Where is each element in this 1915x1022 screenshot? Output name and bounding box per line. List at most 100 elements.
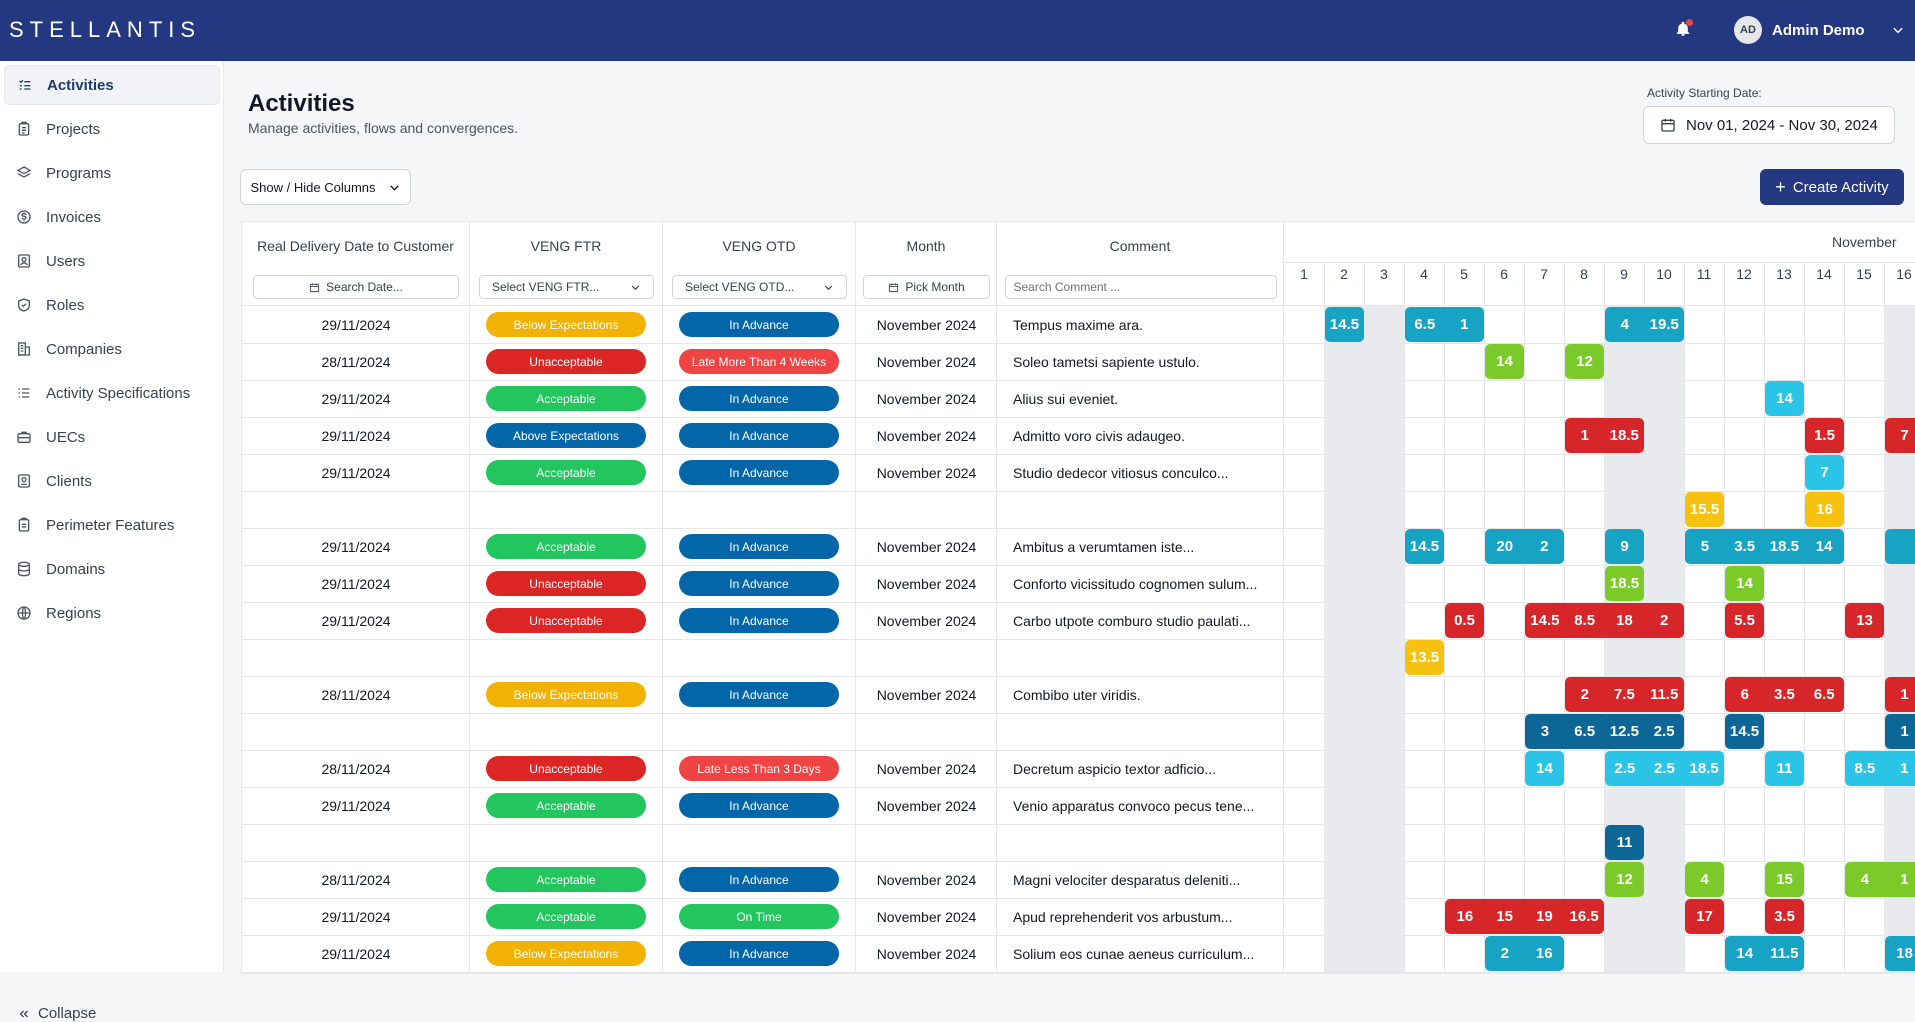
activity-block[interactable]: 2 7.5 11.5 [1565, 677, 1684, 712]
column-header[interactable]: Comment [1109, 238, 1171, 254]
activity-block[interactable]: 7 [1885, 418, 1915, 453]
activity-block[interactable]: 2 16 [1485, 936, 1564, 971]
activity-block[interactable]: 13.5 [1405, 640, 1444, 675]
activity-block[interactable]: 9 [1605, 529, 1644, 564]
activity-block[interactable] [1885, 529, 1915, 564]
sidebar-item-clients[interactable]: Clients [4, 461, 220, 501]
table-row[interactable]: 29/11/2024 Acceptable In Advance November 2… [242, 787, 1284, 824]
activity-block[interactable]: 1 18.5 [1565, 418, 1644, 453]
activity-block[interactable]: 1 [1885, 677, 1915, 712]
activity-block[interactable]: 16 15 19 16.5 [1445, 899, 1604, 934]
activity-block[interactable]: 15.5 [1685, 492, 1724, 527]
activity-block-value: 6 [1740, 686, 1749, 703]
activity-block[interactable]: 12 [1605, 862, 1644, 897]
notification-bell-icon[interactable] [1672, 18, 1694, 40]
activity-block[interactable]: 14 [1765, 381, 1804, 416]
column-filter-search[interactable]: Search Comment ... [1004, 275, 1277, 299]
activity-block[interactable]: 14 11.5 [1725, 936, 1804, 971]
activity-block[interactable]: 4 [1685, 862, 1724, 897]
user-menu[interactable]: AD Admin Demo [1734, 14, 1905, 46]
sidebar-item-uecs[interactable]: UECs [4, 417, 220, 457]
table-row[interactable]: 29/11/2024 Above Expectations In Advance No… [242, 417, 1284, 454]
activity-block[interactable]: 3.5 [1765, 899, 1804, 934]
column-filter-select[interactable]: Select VENG FTR... [479, 275, 654, 299]
table-row[interactable]: 29/11/2024 Below Expectations In Advance No… [242, 935, 1284, 972]
activity-block[interactable]: 1 [1885, 714, 1915, 749]
activity-block[interactable]: 3 6.5 12.5 2.5 [1525, 714, 1684, 749]
activity-block[interactable]: 2.5 2.5 18.5 [1605, 751, 1724, 786]
table-row[interactable] [242, 639, 1284, 676]
sidebar-item-users[interactable]: Users [4, 241, 220, 281]
activity-block[interactable]: 14.5 8.5 18 2 [1525, 603, 1684, 638]
table-row[interactable]: 29/11/2024 Acceptable On Time November 2024… [242, 898, 1284, 935]
activity-block[interactable]: 14 [1525, 751, 1564, 786]
activity-block[interactable]: 14.5 [1405, 529, 1444, 564]
table-row[interactable]: 28/11/2024 Unacceptable Late More Than 4 W… [242, 343, 1284, 380]
column-filter-date[interactable]: Pick Month [863, 275, 990, 299]
sidebar-item-activity-specifications[interactable]: Activity Specifications [4, 373, 220, 413]
sidebar-item-projects[interactable]: Projects [4, 109, 220, 149]
activity-block[interactable]: 12 [1565, 344, 1604, 379]
activity-block[interactable]: 1.5 [1805, 418, 1844, 453]
column-header[interactable]: VENG FTR [530, 238, 602, 254]
activity-block[interactable]: 16 [1805, 492, 1844, 527]
activity-block[interactable]: 7 [1805, 455, 1844, 490]
column-veng-otd: VENG OTD Select VENG OTD... [663, 222, 856, 973]
sidebar-item-regions[interactable]: Regions [4, 593, 220, 633]
table-row[interactable]: 29/11/2024 Acceptable In Advance November 2… [242, 454, 1284, 491]
activity-block[interactable]: 18 [1885, 936, 1915, 971]
date-range-picker[interactable]: Nov 01, 2024 - Nov 30, 2024 [1643, 106, 1895, 144]
column-header[interactable]: VENG OTD [722, 238, 796, 254]
column-header[interactable]: Real Delivery Date to Customer [257, 238, 454, 254]
table-row[interactable]: 29/11/2024 Unacceptable In Advance November… [242, 565, 1284, 602]
delivery-date-cell: 29/11/2024 [321, 945, 391, 962]
collapse-button[interactable]: Collapse [18, 1005, 96, 1022]
activity-block[interactable]: 14 [1725, 566, 1764, 601]
calendar-day-number: 7 [1540, 266, 1548, 282]
show-hide-columns-button[interactable]: Show / Hide Columns [240, 169, 411, 205]
activity-block[interactable]: 6 3.5 6.5 [1725, 677, 1844, 712]
activity-block[interactable]: 13 [1845, 603, 1884, 638]
activity-block[interactable]: 15 [1765, 862, 1804, 897]
activity-block[interactable]: 11 [1765, 751, 1804, 786]
activity-block[interactable]: 20 2 [1485, 529, 1564, 564]
sidebar-item-domains[interactable]: Domains [4, 549, 220, 589]
activity-block[interactable]: 5 3.5 18.5 14 [1685, 529, 1844, 564]
activity-block[interactable]: 14 [1485, 344, 1524, 379]
activity-block[interactable]: 4 19.5 [1605, 307, 1684, 342]
column-filter-date[interactable]: Search Date... [253, 275, 459, 299]
column-filter-select[interactable]: Select VENG OTD... [672, 275, 847, 299]
activity-block-value: 1 [1900, 686, 1909, 703]
activity-block[interactable]: 6.5 1 [1405, 307, 1484, 342]
table-row[interactable]: 28/11/2024 Unacceptable Late Less Than 3 D… [242, 750, 1284, 787]
sidebar-item-programs[interactable]: Programs [4, 153, 220, 193]
table-row[interactable] [242, 824, 1284, 861]
table-row[interactable]: 29/11/2024 Acceptable In Advance November 2… [242, 528, 1284, 565]
table-row[interactable] [242, 491, 1284, 528]
table-row[interactable]: 28/11/2024 Below Expectations In Advance No… [242, 676, 1284, 713]
table-row[interactable]: 29/11/2024 Below Expectations In Advance No… [242, 306, 1284, 343]
create-activity-button[interactable]: + Create Activity [1760, 169, 1904, 205]
table-row[interactable] [242, 713, 1284, 750]
column-real-delivery-date-to-customer: Real Delivery Date to Customer Search Dat… [242, 222, 470, 973]
activity-block[interactable]: 8.5 1 [1845, 751, 1915, 786]
brand-logo[interactable]: STELLANTIS [9, 17, 202, 42]
sidebar-item-roles[interactable]: Roles [4, 285, 220, 325]
activity-block[interactable]: 14.5 [1325, 307, 1364, 342]
sidebar-item-invoices[interactable]: Invoices [4, 197, 220, 237]
table-row[interactable]: 29/11/2024 Unacceptable In Advance November… [242, 602, 1284, 639]
column-header[interactable]: Month [906, 238, 946, 254]
activity-block[interactable]: 11 [1605, 825, 1644, 860]
sidebar-item-perimeter-features[interactable]: Perimeter Features [4, 505, 220, 545]
activity-block[interactable]: 14.5 [1725, 714, 1764, 749]
activity-block-value: 14 [1776, 390, 1793, 407]
table-row[interactable]: 29/11/2024 Acceptable In Advance November 2… [242, 380, 1284, 417]
sidebar-item-companies[interactable]: Companies [4, 329, 220, 369]
activity-block[interactable]: 0.5 [1445, 603, 1484, 638]
activity-block[interactable]: 17 [1685, 899, 1724, 934]
sidebar-item-activities[interactable]: Activities [4, 65, 220, 105]
activity-block[interactable]: 5.5 [1725, 603, 1764, 638]
table-row[interactable]: 28/11/2024 Acceptable In Advance November 2… [242, 861, 1284, 898]
activity-block[interactable]: 18.5 [1605, 566, 1644, 601]
